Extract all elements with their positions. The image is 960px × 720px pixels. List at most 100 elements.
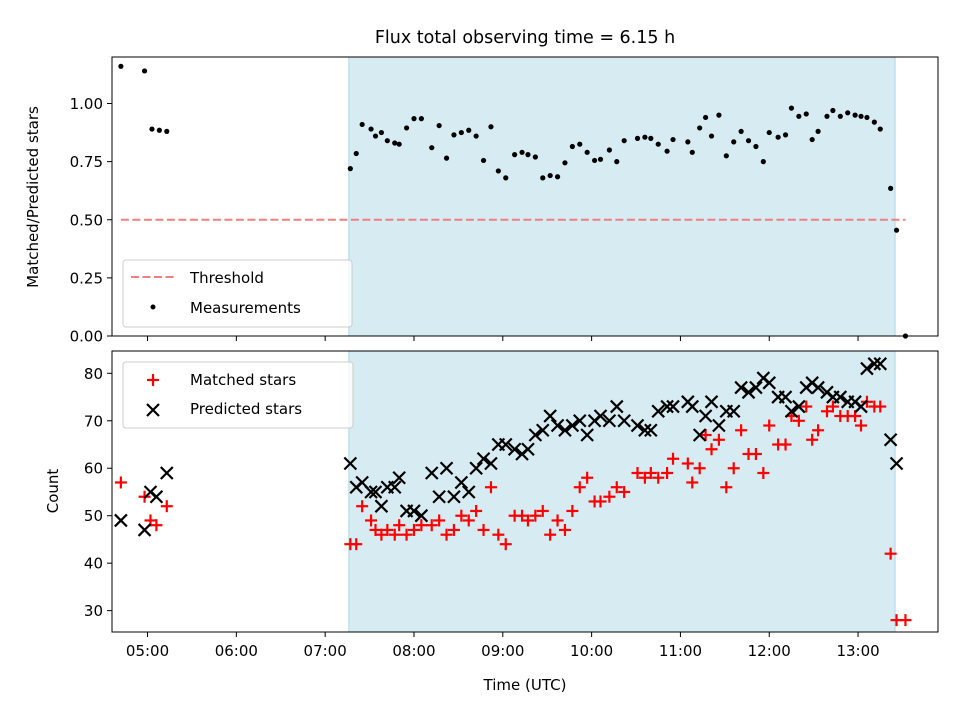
measurement-point <box>368 126 374 132</box>
predicted-star-point <box>447 489 461 504</box>
measurement-point <box>118 63 124 69</box>
measurement-point <box>788 105 795 111</box>
predicted-star-point <box>854 399 868 414</box>
measurement-point <box>473 133 479 139</box>
predicted-star-point <box>873 357 888 371</box>
x-tick-label: 13:00 <box>836 642 879 660</box>
predicted-star-point <box>558 423 572 438</box>
count-y-tick-label: 80 <box>84 365 103 383</box>
matched-star-point <box>536 504 549 517</box>
predicted-star-point <box>521 442 535 457</box>
measurement-point <box>411 116 417 122</box>
measurement-point <box>392 140 398 146</box>
measurement-point <box>858 113 864 119</box>
measurement-point <box>893 227 900 233</box>
legend-matched-swatch <box>147 374 159 386</box>
matched-star-point <box>661 466 674 479</box>
measurement-point <box>766 129 772 136</box>
x-axis-label: Time (UTC) <box>483 676 567 694</box>
measurement-point <box>738 128 744 134</box>
observing-span-shading <box>348 56 896 337</box>
predicted-star-point <box>666 399 680 414</box>
measurement-point <box>164 128 170 134</box>
predicted-star-point <box>726 404 741 419</box>
ratio-y-tick-label: 0.75 <box>70 153 103 171</box>
predicted-star-point <box>461 485 476 499</box>
predicted-star-point <box>609 399 624 414</box>
matched-star-point <box>440 528 453 541</box>
matched-star-point <box>581 471 594 484</box>
matched-star-point <box>826 400 839 413</box>
matched-star-point <box>610 481 623 494</box>
measurement-point <box>141 68 148 74</box>
measurement-point <box>347 166 353 172</box>
x-tick-label: 06:00 <box>215 642 258 660</box>
predicted-star-point <box>784 404 799 419</box>
predicted-star-point <box>572 413 587 428</box>
measurement-point <box>466 127 472 133</box>
predicted-star-point <box>630 418 645 433</box>
predicted-star-point <box>698 409 713 423</box>
measurement-point <box>577 141 583 147</box>
measurement-point <box>702 114 709 121</box>
predicted-star-point <box>860 361 874 376</box>
matched-star-point <box>779 438 792 451</box>
measurement-point <box>760 159 766 165</box>
x-tick-label: 12:00 <box>748 642 791 660</box>
matched-star-point <box>874 400 887 413</box>
legend-matched-label: Matched stars <box>190 371 296 389</box>
measurement-point <box>532 154 538 160</box>
predicted-star-point <box>602 413 617 428</box>
measurement-point <box>745 138 752 144</box>
predicted-star-point <box>414 508 429 523</box>
count-legend-box <box>122 361 354 429</box>
measurement-point <box>495 168 501 174</box>
predicted-star-point <box>137 523 152 537</box>
predicted-star-point <box>432 489 446 504</box>
measurement-point <box>606 147 612 153</box>
predicted-star-point <box>889 456 904 471</box>
matched-star-point <box>749 448 762 461</box>
count-y-tick-label: 70 <box>84 412 103 430</box>
predicted-star-point <box>883 432 898 447</box>
predicted-star-point <box>778 390 793 404</box>
measurement-point <box>458 129 464 136</box>
measurement-point <box>451 132 457 138</box>
matched-star-point <box>699 429 712 442</box>
measurement-point <box>670 136 676 143</box>
matched-star-point <box>529 509 542 522</box>
count-y-tick-label: 50 <box>84 507 103 525</box>
ratio-y-tick-label: 0.25 <box>70 269 103 287</box>
x-tick-label: 11:00 <box>659 642 702 660</box>
measurement-point <box>685 139 691 145</box>
matched-star-point <box>544 528 557 541</box>
predicted-star-point <box>617 413 631 428</box>
legend-measurements-label: Measurements <box>190 299 301 317</box>
matched-star-point <box>812 424 825 437</box>
measurement-point <box>642 134 648 140</box>
matched-star-point <box>558 523 571 536</box>
legend-threshold-label: Threshold <box>189 269 264 287</box>
predicted-star-point <box>660 399 674 414</box>
matched-star-point <box>462 514 475 527</box>
measurement-point <box>156 127 162 133</box>
predicted-star-point <box>374 499 389 513</box>
ratio-axis-ticks: 0.00 0.25 0.50 0.75 1.00 <box>70 95 859 346</box>
measurement-point <box>723 153 729 159</box>
matched-star-point <box>415 519 428 532</box>
measurement-point <box>149 126 155 132</box>
predicted-star-point <box>644 423 658 438</box>
ratio-y-tick-label: 0.50 <box>70 211 103 229</box>
matched-star-point <box>447 523 460 536</box>
matched-star-point <box>400 528 413 541</box>
count-y-tick-label: 30 <box>84 602 103 620</box>
predicted-star-point <box>114 513 128 528</box>
measurement-point <box>815 128 821 134</box>
matched-star-point <box>681 457 694 470</box>
measurement-point <box>359 121 365 128</box>
measurement-point <box>584 149 590 155</box>
matched-star-point <box>477 523 490 536</box>
matched-star-point <box>393 519 406 532</box>
measurement-point <box>803 111 809 117</box>
matched-star-point <box>603 490 616 503</box>
